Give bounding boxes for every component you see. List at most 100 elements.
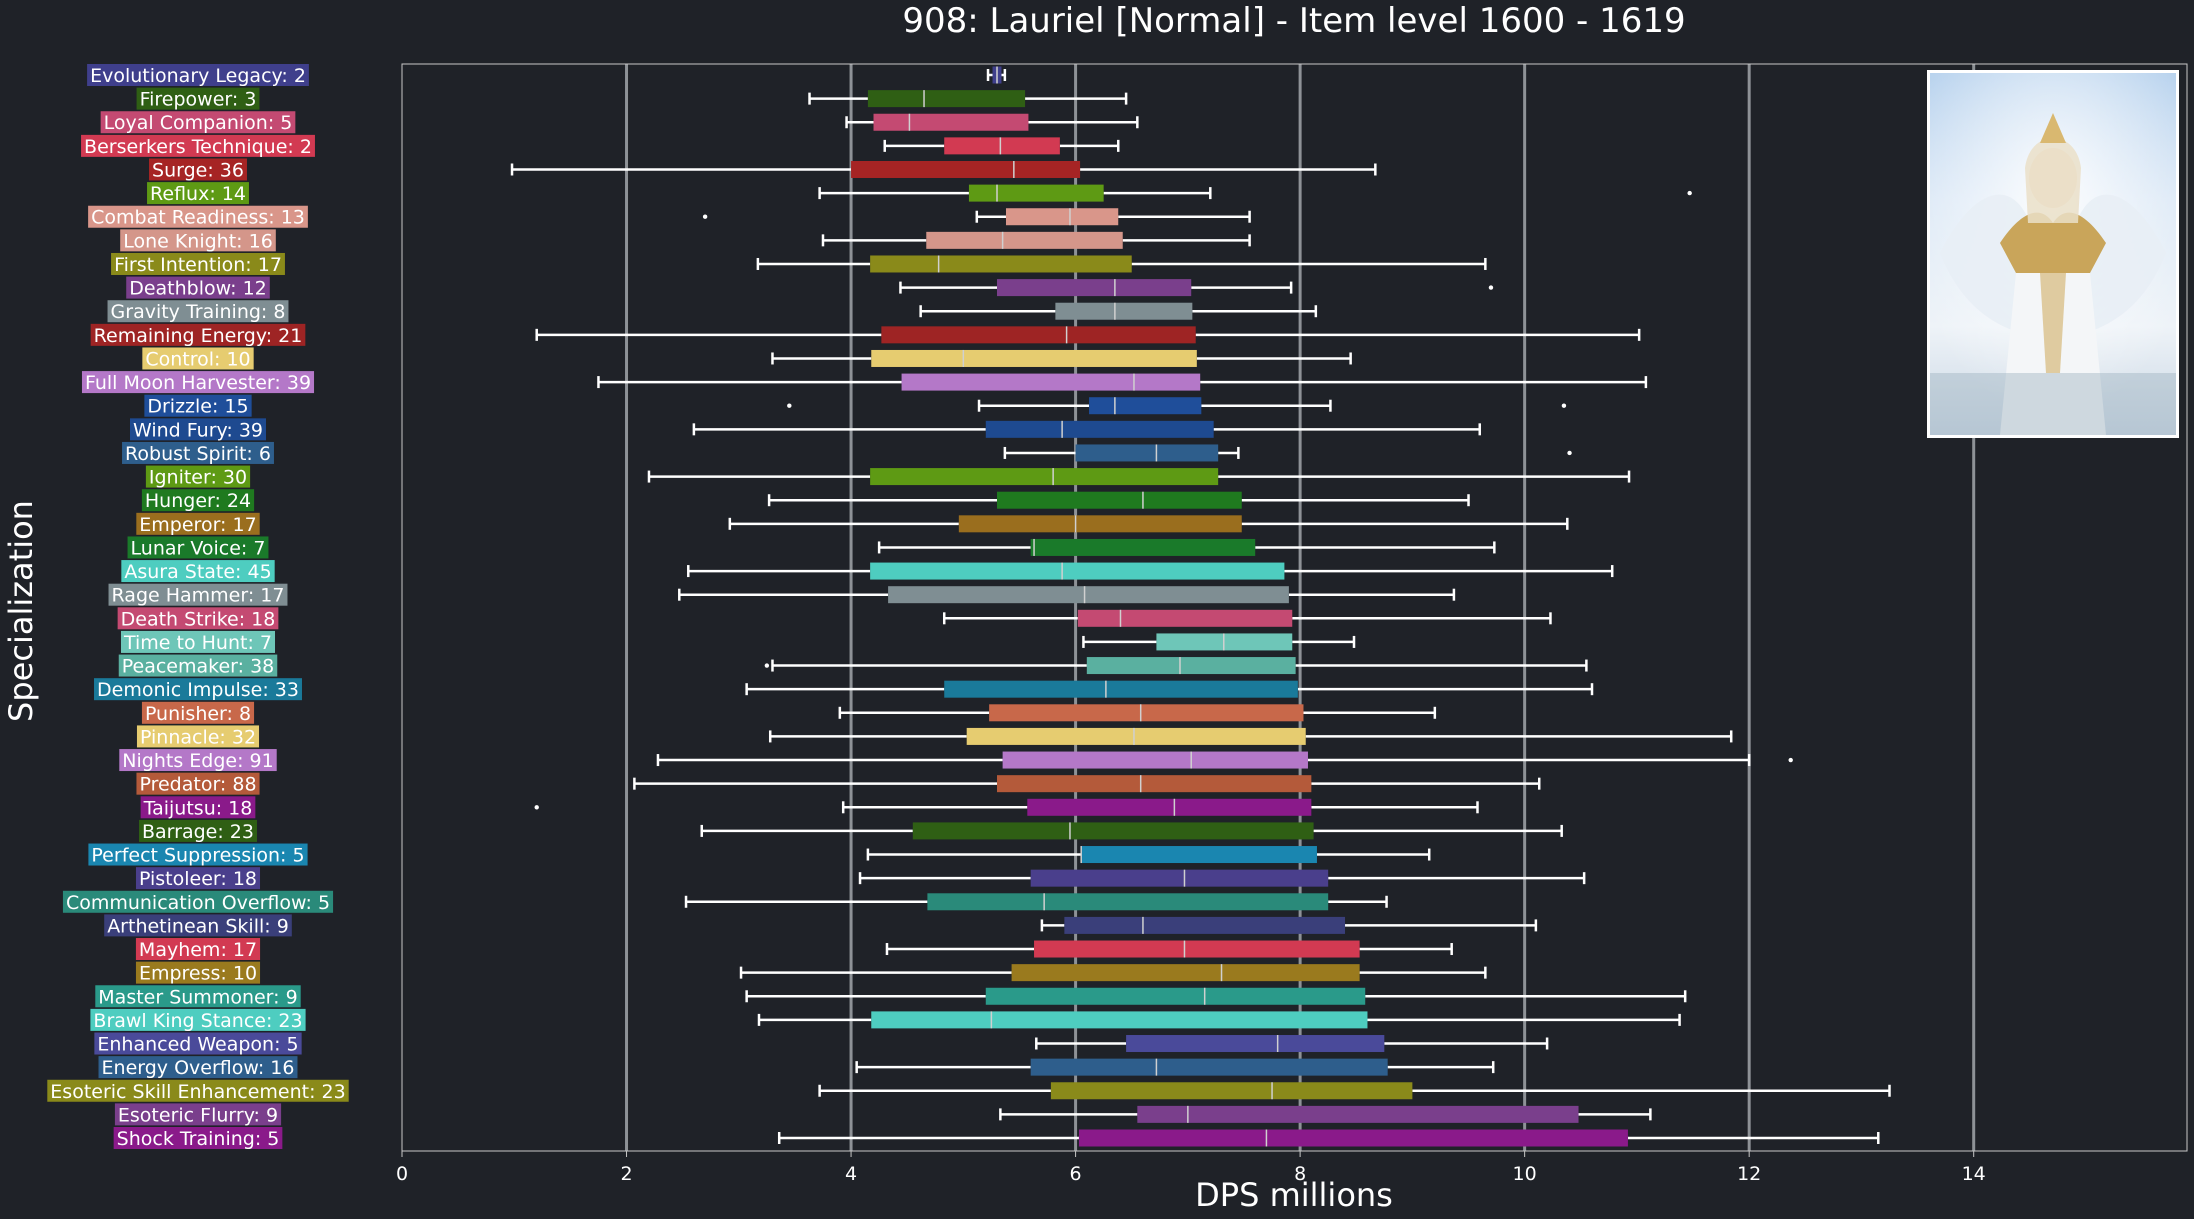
category-label-bg: [141, 701, 255, 724]
category-label-text: Pistoleer: 18: [139, 868, 257, 890]
category-label-text: Brawl King Stance: 23: [93, 1010, 302, 1032]
category-label: Nights Edge: 91: [119, 749, 277, 772]
category-label-text: Emperor: 17: [139, 514, 256, 536]
box-row: [692, 420, 1481, 438]
category-label-text: Esoteric Skill Enhancement: 23: [50, 1081, 345, 1103]
x-axis-title: DPS millions: [1195, 1176, 1393, 1214]
category-label-bg: [141, 489, 255, 512]
box-row: [745, 987, 1687, 1005]
box: [944, 680, 1298, 698]
box-row: [808, 90, 1128, 108]
box-row: [678, 586, 1456, 604]
box-row: [633, 775, 1541, 793]
category-label: Esoteric Skill Enhancement: 23: [47, 1079, 349, 1103]
category-label-text: Time to Hunt: 7: [123, 632, 272, 654]
category-label: Perfect Suppression: 5: [88, 843, 308, 867]
category-label-text: Reflux: 14: [150, 183, 246, 205]
x-tick-label: 8: [1294, 1163, 1306, 1185]
box: [888, 586, 1289, 604]
box-row: [883, 137, 1120, 155]
category-label-bg: [118, 654, 278, 677]
outlier-point: [764, 663, 770, 668]
category-label: Combat Readiness: 13: [88, 205, 308, 229]
category-label-bg: [136, 512, 260, 535]
outlier-point: [1567, 450, 1572, 456]
box-row: [656, 751, 1793, 769]
category-label-bg: [113, 1127, 283, 1149]
category-label-text: Mayhem: 17: [139, 939, 257, 961]
category-label-bg: [94, 678, 302, 701]
category-label-bg: [108, 583, 288, 606]
outlier-point: [702, 214, 708, 219]
box-row: [687, 562, 1614, 580]
category-label: Control: 10: [142, 347, 254, 370]
box-row: [858, 869, 1586, 887]
category-label-bg: [136, 725, 260, 748]
y-axis-title: Specialization: [2, 500, 40, 722]
category-label: Taijutsu: 18: [140, 796, 256, 819]
outlier-point: [1561, 403, 1567, 408]
category-label-bg: [122, 441, 274, 464]
box: [871, 1011, 1368, 1029]
category-label-text: Loyal Companion: 5: [104, 112, 293, 134]
box-row: [821, 231, 1251, 249]
category-label-text: Master Summoner: 9: [98, 986, 297, 1008]
category-label-bg: [88, 843, 308, 866]
category-label-bg: [119, 749, 277, 772]
box: [1078, 1129, 1628, 1147]
x-tick-label: 12: [1737, 1163, 1761, 1185]
category-label: Drizzle: 15: [144, 394, 252, 418]
box-row: [700, 822, 1563, 840]
box-row: [942, 609, 1552, 627]
x-tick-label: 0: [396, 1163, 408, 1185]
category-label-bg: [88, 205, 308, 228]
category-label-bg: [90, 1008, 306, 1031]
box-row: [771, 349, 1352, 367]
outlier-point: [1788, 757, 1793, 763]
category-label-text: Arthetinean Skill: 9: [107, 915, 289, 937]
box-row: [702, 208, 1251, 226]
category-label: Emperor: 17: [136, 512, 260, 536]
box: [1089, 397, 1202, 415]
box: [944, 137, 1060, 155]
category-label: Mayhem: 17: [135, 938, 261, 961]
box-row: [597, 373, 1648, 391]
category-label-bg: [87, 64, 309, 86]
box: [989, 704, 1304, 722]
box-row: [756, 255, 1487, 273]
box: [985, 987, 1366, 1005]
category-label-bg: [149, 158, 247, 181]
category-label-bg: [107, 300, 289, 323]
box: [1075, 444, 1219, 462]
x-tick-label: 14: [1962, 1163, 1986, 1185]
category-label: Gravity Training: 8: [107, 300, 289, 323]
category-label: Shock Training: 5: [113, 1127, 283, 1150]
box: [926, 231, 1123, 249]
category-label-text: Full Moon Harvester: 39: [85, 372, 311, 394]
box-row: [684, 893, 1388, 911]
box: [1030, 869, 1329, 887]
category-label-bg: [126, 276, 270, 299]
category-label-text: Enhanced Weapon: 5: [97, 1034, 298, 1056]
box-row: [1035, 1035, 1549, 1053]
category-label: Loyal Companion: 5: [100, 111, 296, 134]
outlier-point: [1488, 285, 1494, 290]
box-row: [535, 326, 1641, 344]
category-label-text: Deathblow: 12: [129, 278, 267, 300]
box: [1086, 657, 1296, 675]
category-label: Surge: 36: [149, 158, 247, 181]
category-label-bg: [94, 1032, 302, 1055]
box-row: [855, 1058, 1495, 1076]
category-label-text: First Intention: 17: [114, 254, 282, 276]
category-label-text: Asura State: 45: [124, 561, 271, 583]
box-row: [739, 964, 1487, 982]
box-row: [919, 302, 1318, 320]
category-label: Brawl King Stance: 23: [90, 1008, 306, 1032]
box: [881, 326, 1196, 344]
box: [997, 491, 1242, 509]
box-row: [745, 680, 1594, 698]
box-row: [885, 940, 1453, 958]
category-label-text: Predator: 88: [139, 774, 256, 796]
